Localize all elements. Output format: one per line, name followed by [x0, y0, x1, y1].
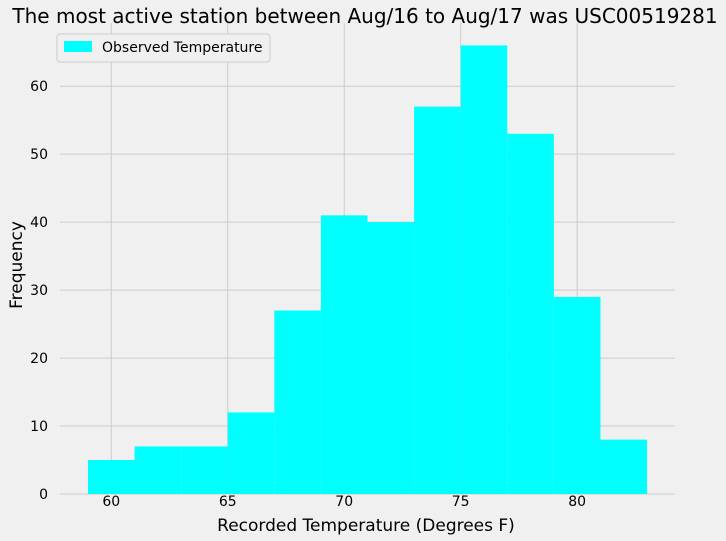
- x-tick-label: 80: [568, 494, 586, 510]
- x-axis-ticks: 60 65 70 75 80: [102, 494, 586, 510]
- histogram-bar: [227, 412, 275, 494]
- x-tick-label: 75: [452, 494, 470, 510]
- histogram-bar: [553, 296, 601, 494]
- histogram-bar: [460, 45, 508, 495]
- y-tick-label: 40: [30, 215, 48, 231]
- y-tick-label: 50: [30, 147, 48, 163]
- y-tick-label: 10: [30, 419, 48, 435]
- x-tick-label: 70: [335, 494, 353, 510]
- x-tick-label: 65: [219, 494, 237, 510]
- y-axis-label: Frequency: [7, 221, 27, 309]
- histogram-bar: [320, 215, 368, 495]
- chart-title: The most active station between Aug/16 t…: [11, 4, 717, 28]
- histogram-bar: [414, 106, 461, 494]
- x-tick-label: 60: [102, 494, 120, 510]
- x-axis-label: Recorded Temperature (Degrees F): [217, 516, 515, 536]
- histogram-bar: [134, 446, 182, 494]
- bars: [87, 45, 648, 495]
- histogram-bar: [600, 439, 648, 494]
- y-tick-label: 30: [30, 283, 48, 299]
- legend: Observed Temperature: [56, 33, 271, 63]
- histogram-bar: [367, 222, 415, 494]
- histogram-bar: [87, 460, 135, 494]
- legend-swatch: [64, 41, 92, 52]
- legend-frame: [56, 33, 271, 63]
- histogram-bar: [507, 133, 554, 494]
- histogram-bar: [181, 446, 228, 494]
- legend-label: Observed Temperature: [102, 40, 263, 56]
- histogram-bar: [274, 310, 321, 494]
- y-tick-label: 0: [39, 487, 48, 503]
- y-tick-label: 20: [30, 351, 48, 367]
- y-axis-ticks: 0 10 20 30 40 50 60: [30, 79, 48, 503]
- y-tick-label: 60: [30, 79, 48, 95]
